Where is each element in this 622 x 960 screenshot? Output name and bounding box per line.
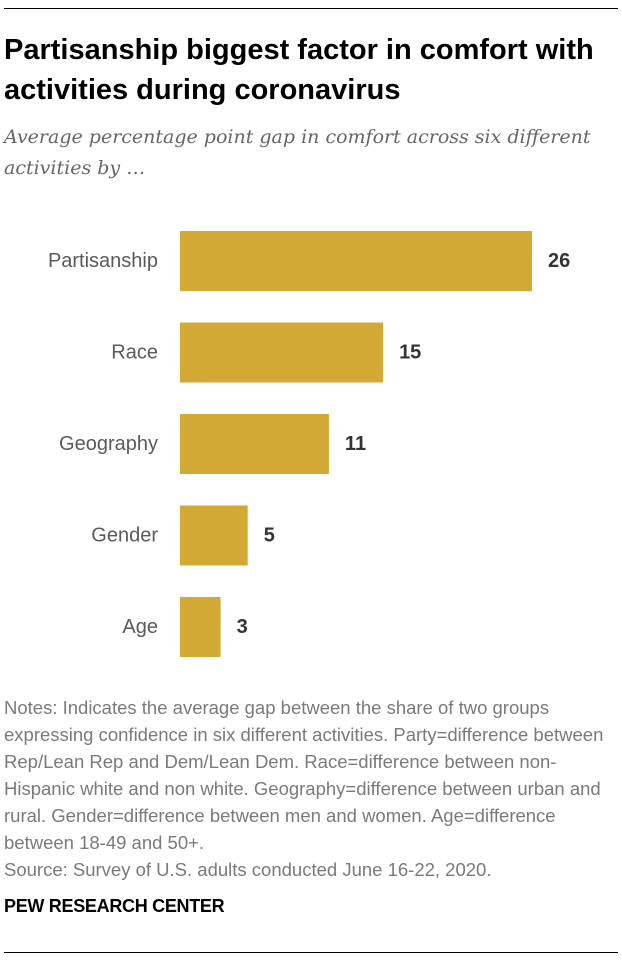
top-rule xyxy=(4,8,618,9)
bar-geography xyxy=(180,414,329,474)
bottom-rule xyxy=(4,952,618,953)
value-label-geography: 11 xyxy=(345,433,366,455)
notes-text: Notes: Indicates the average gap between… xyxy=(4,697,604,853)
category-label-partisanship: Partisanship xyxy=(48,250,158,272)
bar-partisanship xyxy=(180,231,532,291)
chart-title: Partisanship biggest factor in comfort w… xyxy=(4,34,594,106)
bar-race xyxy=(180,322,384,383)
category-label-gender: Gender xyxy=(91,525,158,547)
value-label-gender: 5 xyxy=(264,525,275,547)
value-label-race: 15 xyxy=(399,342,421,364)
bar-gender xyxy=(180,505,248,566)
category-label-geography: Geography xyxy=(59,433,158,455)
bar-age xyxy=(180,597,221,657)
chart-subtitle: Average percentage point gap in comfort … xyxy=(4,126,591,179)
category-label-race: Race xyxy=(111,342,158,364)
category-label-age: Age xyxy=(122,616,158,638)
value-label-age: 3 xyxy=(237,616,248,638)
value-label-partisanship: 26 xyxy=(548,250,570,272)
bars-layer: Partisanship 26 Race 15 Geography 11 Gender 5 Ag… xyxy=(48,231,570,657)
chart-notes: Notes: Indicates the average gap between… xyxy=(4,694,616,883)
brand-logo-text: PEW RESEARCH CENTER xyxy=(4,896,225,916)
bar-chart: Partisanship 26 Race 15 Geography 11 Gender 5 Ag… xyxy=(48,231,570,657)
source-text: Source: Survey of U.S. adults conducted … xyxy=(4,859,492,880)
